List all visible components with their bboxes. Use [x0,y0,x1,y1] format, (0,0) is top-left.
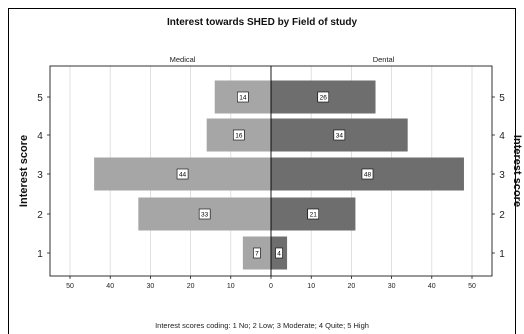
y-tick-label-left: 4 [37,131,43,142]
x-tick-label: 50 [468,283,476,290]
x-tick-label: 50 [66,283,74,290]
y-tick-label-left: 5 [37,93,43,104]
data-label-box-medical-4 [233,129,245,141]
x-tick-label: 10 [227,283,235,290]
y-tick-label-left: 2 [37,210,43,221]
panel-label-medical: Medical [170,55,196,64]
y-tick-label-left: 1 [37,249,43,260]
x-tick-label: 20 [348,283,356,290]
y-tick-label-left: 3 [37,170,43,181]
x-tick-label: 30 [388,283,396,290]
x-tick-label: 10 [307,283,315,290]
data-label-box-medical-3 [176,168,189,180]
y-tick-label-right: 4 [499,131,505,142]
data-label-box-dental-5 [317,91,330,103]
data-label-dental-1: 4 [277,251,281,258]
data-label-box-medical-1 [253,247,261,259]
data-label-medical-3: 44 [179,172,187,179]
y-tick-label-right: 3 [499,170,505,181]
y-tick-label-right: 1 [499,249,505,260]
y-tick-label-right: 2 [499,210,505,221]
y-axis-title-left: Interest score [18,135,30,207]
y-tick-label-right: 5 [499,93,505,104]
data-label-box-dental-1 [275,247,283,259]
data-label-medical-1: 7 [255,251,259,258]
data-label-dental-2: 21 [310,212,318,219]
panel-label-dental: Dental [373,55,395,64]
data-label-box-medical-2 [198,208,211,220]
data-label-box-dental-3 [361,168,374,180]
chart-title: Interest towards SHED by Field of study [166,17,358,28]
chart-caption: Interest scores coding: 1 No; 2 Low; 3 M… [155,321,369,330]
data-label-box-dental-4 [333,129,346,141]
y-axis-title-right: Interest score [511,135,523,207]
x-tick-label: 40 [106,283,114,290]
data-label-dental-4: 34 [336,133,344,140]
x-tick-label: 0 [269,283,273,290]
x-tick-label: 20 [187,283,195,290]
data-label-medical-2: 33 [201,212,209,219]
x-tick-label: 40 [428,283,436,290]
data-label-dental-5: 26 [320,95,328,102]
data-label-medical-4: 16 [235,133,243,140]
data-label-box-dental-2 [307,208,320,220]
data-label-dental-3: 48 [364,172,372,179]
data-label-medical-5: 14 [239,95,247,102]
data-label-box-medical-5 [237,91,249,103]
x-tick-label: 30 [147,283,155,290]
bars-layer: 7 4 33 21 44 48 16 34 14 26 [94,80,464,270]
